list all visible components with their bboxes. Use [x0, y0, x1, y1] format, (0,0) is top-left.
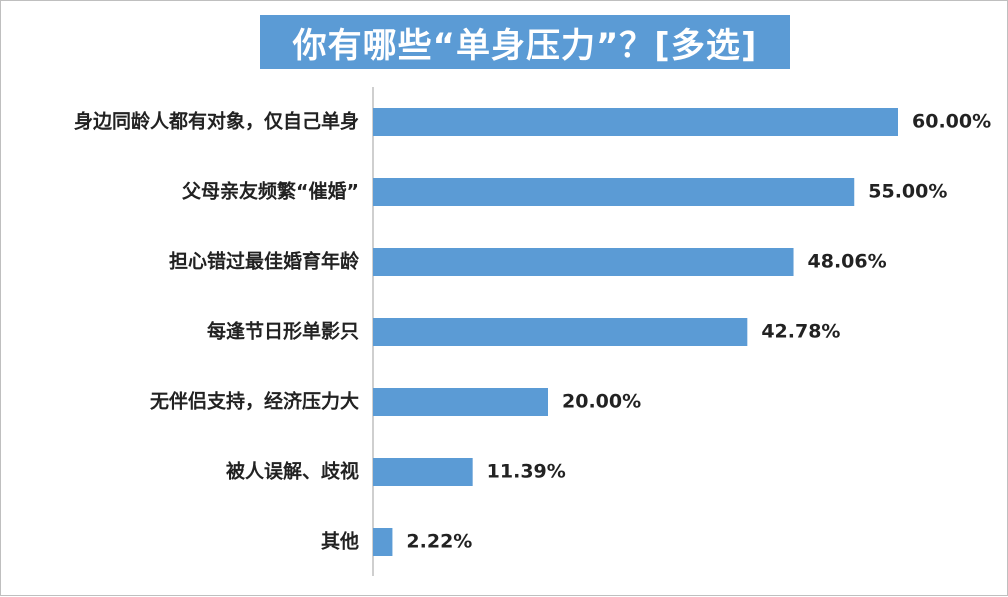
- data-label: 60.00%: [912, 111, 991, 133]
- bar: [373, 318, 748, 346]
- category-label: 其他: [321, 530, 359, 553]
- bar: [373, 458, 473, 486]
- category-label: 父母亲友频繁“催婚”: [181, 180, 359, 203]
- bar: [373, 248, 794, 276]
- bar: [373, 388, 548, 416]
- chart-title: 你有哪些“单身压力”？[多选]: [292, 25, 758, 66]
- category-label: 被人误解、歧视: [226, 460, 359, 483]
- chart-title-banner: 你有哪些“单身压力”？[多选]: [260, 15, 790, 69]
- bar: [373, 528, 393, 556]
- category-label: 每逢节日形单影只: [207, 320, 359, 343]
- data-label: 20.00%: [562, 391, 641, 413]
- category-label: 无伴侣支持，经济压力大: [150, 390, 359, 413]
- data-label: 2.22%: [406, 531, 472, 553]
- category-label: 身边同龄人都有对象，仅自己单身: [74, 110, 359, 133]
- data-label: 48.06%: [808, 251, 887, 273]
- bar: [373, 108, 898, 136]
- category-label: 担心错过最佳婚育年龄: [169, 250, 360, 273]
- bar: [373, 178, 855, 206]
- data-label: 42.78%: [761, 321, 840, 343]
- data-label: 11.39%: [487, 461, 566, 483]
- data-label: 55.00%: [868, 181, 947, 203]
